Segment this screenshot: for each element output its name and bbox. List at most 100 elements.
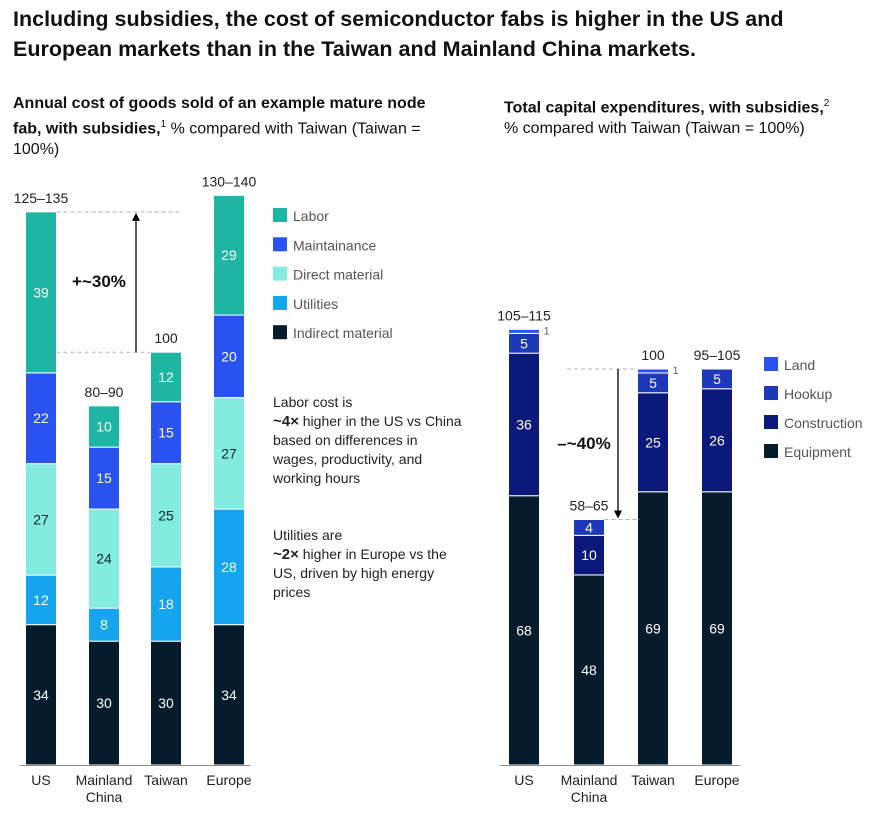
left-total-label: 130–140 bbox=[202, 173, 257, 189]
left-bar-utilities-taiwan bbox=[150, 566, 182, 642]
left-bar-maintainance-mainland-china bbox=[88, 446, 120, 510]
right-value-label: 48 bbox=[581, 662, 597, 678]
right-value-label: 1 bbox=[673, 365, 679, 377]
right-value-label: 4 bbox=[585, 519, 593, 535]
left-tick-label: Taiwan bbox=[144, 772, 188, 788]
right-value-label: 5 bbox=[713, 371, 721, 387]
left-legend-utilities: Utilities bbox=[293, 296, 338, 312]
left-legend-maintainance: Maintainance bbox=[293, 237, 376, 253]
left-value-label: 8 bbox=[100, 617, 108, 633]
note1-post: higher in the US vs China based on diffe… bbox=[273, 413, 462, 486]
left-value-label: 34 bbox=[221, 687, 237, 703]
right-bar-equipment-us bbox=[508, 495, 540, 766]
left-bar-indirect-material-us bbox=[25, 624, 57, 766]
right-tick-label: Europe bbox=[694, 772, 739, 788]
right-value-label: 36 bbox=[516, 416, 532, 432]
note2-post: higher in Europe vs the US, driven by hi… bbox=[273, 546, 447, 600]
utilities-note: Utilities are ~2× higher in Europe vs th… bbox=[273, 526, 463, 602]
right-legend-construction: Construction bbox=[784, 415, 863, 431]
left-bar-indirect-material-mainland-china bbox=[88, 640, 120, 766]
left-tick-label: Europe bbox=[206, 772, 251, 788]
right-subtitle-rest: % compared with Taiwan (Taiwan = 100%) bbox=[504, 120, 805, 138]
left-value-label: 22 bbox=[33, 410, 49, 426]
right-tick-label: US bbox=[514, 772, 533, 788]
page-title: Including subsidies, the cost of semicon… bbox=[13, 7, 784, 61]
right-subtitle-bold: Total capital expenditures, with subsidi… bbox=[504, 99, 824, 117]
left-tick-label: US bbox=[31, 772, 50, 788]
left-legend-swatch-utilities bbox=[273, 295, 287, 310]
left-legend-swatch-maintainance bbox=[273, 237, 287, 252]
right-value-label: 69 bbox=[645, 620, 661, 636]
right-bar-construction-taiwan bbox=[637, 392, 669, 493]
note1-pre: Labor cost is bbox=[273, 394, 353, 410]
left-bar-labor-taiwan bbox=[150, 351, 182, 403]
left-arrow-head bbox=[132, 212, 140, 221]
left-value-label: 39 bbox=[33, 284, 49, 300]
right-value-label: 5 bbox=[520, 335, 528, 351]
left-value-label: 18 bbox=[158, 596, 174, 612]
right-bar-construction-mainland-china bbox=[573, 534, 605, 576]
right-legend-swatch-equipment bbox=[764, 444, 778, 458]
left-value-label: 34 bbox=[33, 687, 49, 703]
left-bar-utilities-europe bbox=[213, 508, 245, 626]
right-bar-land-taiwan bbox=[637, 368, 669, 374]
right-legend-swatch-land bbox=[764, 357, 778, 371]
left-value-label: 27 bbox=[221, 445, 237, 461]
left-bar-indirect-material-taiwan bbox=[150, 640, 182, 766]
note2-bold: ~2× bbox=[273, 546, 299, 563]
left-value-label: 28 bbox=[221, 559, 237, 575]
left-bar-direct-material-taiwan bbox=[150, 463, 182, 568]
right-legend-hookup: Hookup bbox=[784, 386, 832, 402]
left-legend-indirect-material: Indirect material bbox=[293, 325, 393, 341]
right-bar-land-us bbox=[508, 328, 540, 334]
left-value-label: 12 bbox=[33, 592, 49, 608]
left-chart-subtitle: Annual cost of goods sold of an example … bbox=[13, 93, 433, 160]
right-value-label: 5 bbox=[649, 375, 657, 391]
left-value-label: 24 bbox=[96, 551, 112, 567]
left-value-label: 20 bbox=[221, 348, 237, 364]
right-bar-hookup-mainland-china bbox=[573, 518, 605, 536]
right-value-label: 68 bbox=[516, 622, 532, 638]
left-legend-swatch-labor bbox=[273, 208, 287, 222]
left-legend-direct-material: Direct material bbox=[293, 267, 383, 283]
left-subtitle-footnote: 1 bbox=[160, 119, 167, 130]
left-bar-maintainance-us bbox=[25, 372, 57, 465]
left-value-label: 25 bbox=[158, 507, 174, 523]
right-total-label: 100 bbox=[641, 347, 665, 363]
right-value-label: 1 bbox=[544, 325, 550, 337]
left-total-label: 80–90 bbox=[85, 384, 124, 400]
right-value-label: 26 bbox=[709, 432, 725, 448]
left-value-label: 29 bbox=[221, 247, 237, 263]
left-legend-swatch-indirect-material bbox=[273, 325, 287, 340]
note2-pre: Utilities are bbox=[273, 527, 343, 543]
left-tick-label: China bbox=[86, 789, 123, 805]
right-arrow-head bbox=[614, 510, 622, 519]
left-value-label: 12 bbox=[158, 369, 174, 385]
left-subtitle-rest: % compared with Taiwan (Taiwan = 100%) bbox=[13, 120, 421, 159]
right-value-label: 25 bbox=[645, 434, 661, 450]
left-value-label: 27 bbox=[33, 511, 49, 527]
left-annotation-label: +~30% bbox=[72, 272, 126, 291]
right-annotation-label: –~40% bbox=[557, 434, 610, 453]
left-bar-labor-europe bbox=[213, 194, 245, 316]
left-legend-labor: Labor bbox=[293, 208, 329, 224]
left-bar-direct-material-us bbox=[25, 463, 57, 576]
right-legend-land: Land bbox=[784, 357, 815, 373]
left-value-label: 15 bbox=[158, 425, 174, 441]
left-bar-maintainance-europe bbox=[213, 314, 245, 399]
right-value-label: 10 bbox=[581, 547, 597, 563]
left-value-label: 15 bbox=[96, 470, 112, 486]
left-legend-swatch-direct-material bbox=[273, 266, 287, 281]
right-total-label: 105–115 bbox=[497, 307, 551, 323]
left-subtitle-bold: Annual cost of goods sold of an example … bbox=[13, 95, 426, 138]
labor-cost-note: Labor cost is ~4× higher in the US vs Ch… bbox=[273, 393, 463, 488]
left-bar-direct-material-europe bbox=[213, 397, 245, 510]
left-tick-label: Mainland bbox=[76, 772, 133, 788]
left-bar-labor-us bbox=[25, 211, 57, 374]
right-tick-label: China bbox=[571, 789, 608, 805]
left-bar-labor-mainland-china bbox=[88, 405, 120, 448]
right-legend-swatch-construction bbox=[764, 415, 778, 429]
right-legend-equipment: Equipment bbox=[784, 444, 851, 460]
left-total-label: 100 bbox=[154, 330, 178, 346]
